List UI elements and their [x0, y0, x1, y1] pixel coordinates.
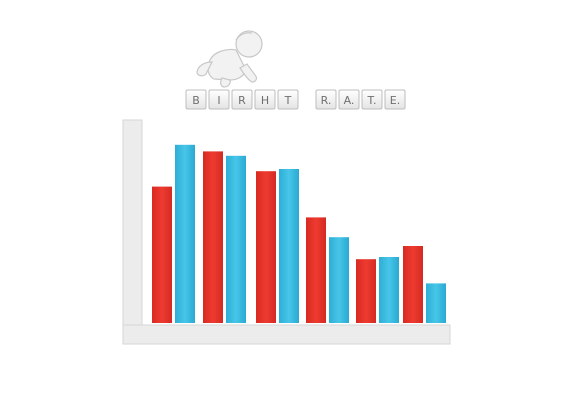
- word1-letter-0: B: [192, 94, 200, 107]
- word1-letter-2: R: [238, 94, 246, 107]
- bar-series2-cat5: [379, 257, 399, 323]
- bar-series1-cat2: [203, 151, 223, 323]
- bar-series1-cat4: [306, 217, 326, 323]
- bar-series2-cat1: [175, 145, 195, 323]
- bar-series2-cat3: [279, 169, 299, 323]
- word1-letter-3: H: [261, 94, 269, 107]
- word2-letter-2: T.: [367, 94, 377, 107]
- bars: [152, 145, 446, 323]
- crawling-baby-icon: [197, 31, 262, 87]
- word1-letter-1: I: [217, 94, 220, 107]
- x-axis: [123, 325, 450, 344]
- word1-letter-4: T: [284, 94, 292, 107]
- word2-letter-1: A.: [344, 94, 355, 107]
- word2-letter-0: R.: [321, 94, 332, 107]
- bar-series2-cat2: [226, 156, 246, 323]
- bar-series1-cat3: [256, 171, 276, 323]
- bar-series2-cat6: [426, 283, 446, 323]
- word2-letter-3: E.: [390, 94, 400, 107]
- y-axis: [123, 120, 142, 344]
- bar-series1-cat1: [152, 187, 172, 323]
- bar-series2-cat4: [329, 237, 349, 323]
- title-word-2: R. A. T. E.: [316, 90, 405, 109]
- bar-series1-cat5: [356, 259, 376, 323]
- bar-series1-cat6: [403, 246, 423, 323]
